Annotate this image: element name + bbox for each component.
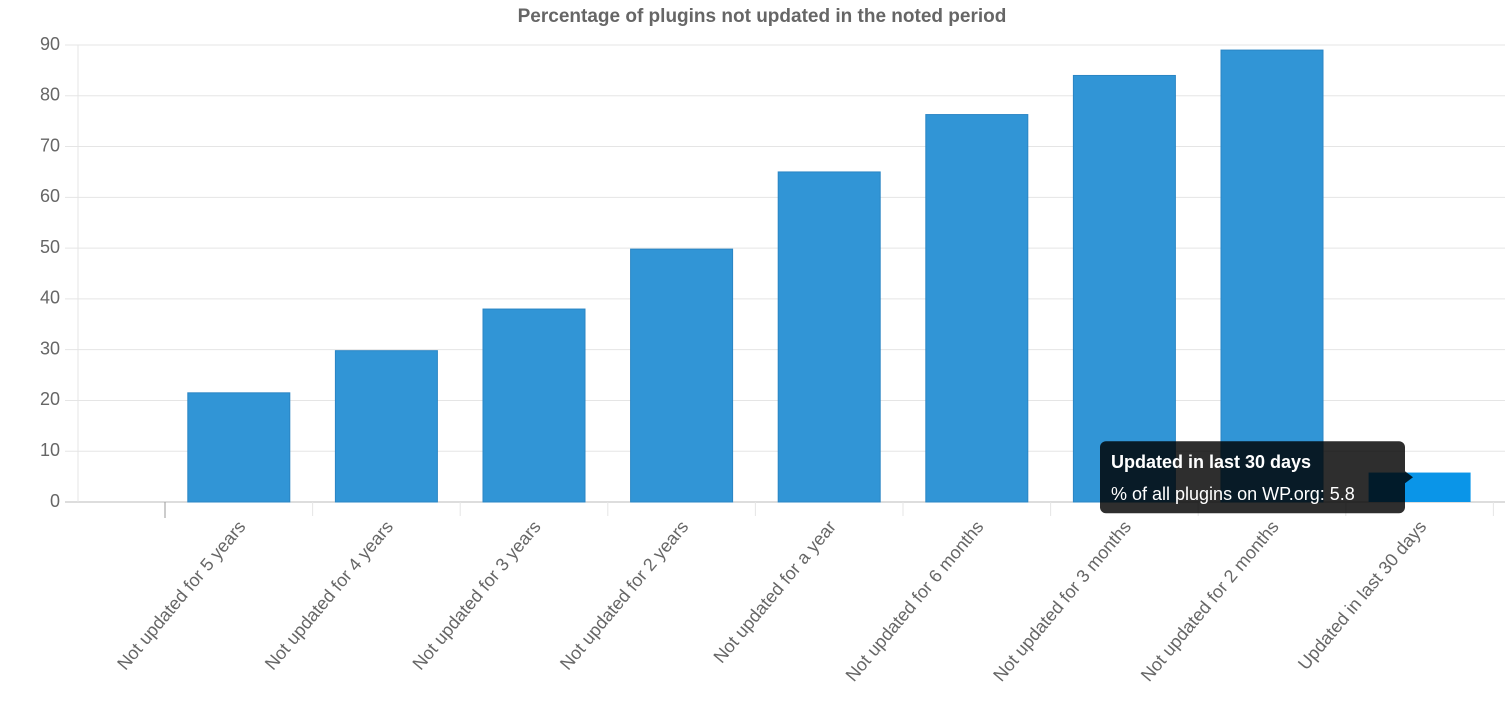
- y-tick-label: 90: [40, 34, 60, 54]
- y-tick-label: 40: [40, 288, 60, 308]
- tooltip-box: [1100, 441, 1413, 514]
- x-tick-label: Not updated for 5 years: [113, 517, 249, 674]
- bar: [1072, 74, 1176, 503]
- bar: [187, 392, 291, 503]
- x-tick-label: Not updated for 6 months: [842, 517, 988, 685]
- y-tick-label: 0: [50, 491, 60, 511]
- y-tick-label: 50: [40, 237, 60, 257]
- tooltip-title: Updated in last 30 days: [1111, 452, 1311, 472]
- bar: [334, 350, 438, 503]
- bar: [1220, 49, 1324, 503]
- x-tick-label: Not updated for a year: [709, 517, 839, 667]
- y-tick-label: 10: [40, 440, 60, 460]
- bar: [925, 114, 1029, 503]
- x-tick-label: Not updated for 3 years: [408, 517, 544, 674]
- y-tick-label: 80: [40, 85, 60, 105]
- x-tick-label: Not updated for 2 months: [1137, 517, 1283, 685]
- chart-title: Percentage of plugins not updated in the…: [518, 6, 1007, 27]
- bar: [482, 308, 586, 503]
- tooltip-label: % of all plugins on WP.org: 5.8: [1111, 484, 1355, 504]
- y-tick-label: 70: [40, 135, 60, 155]
- x-tick-label: Not updated for 2 years: [556, 517, 692, 674]
- y-tick-label: 60: [40, 186, 60, 206]
- x-tick-label: Updated in last 30 days: [1294, 517, 1430, 674]
- x-tick-label: Not updated for 3 months: [989, 517, 1135, 685]
- y-tick-label: 30: [40, 338, 60, 358]
- bar: [777, 171, 881, 503]
- tooltip: Updated in last 30 days % of all plugins …: [1100, 441, 1413, 514]
- x-tick-label: Not updated for 4 years: [261, 517, 397, 674]
- bar: [630, 248, 734, 503]
- y-tick-label: 20: [40, 389, 60, 409]
